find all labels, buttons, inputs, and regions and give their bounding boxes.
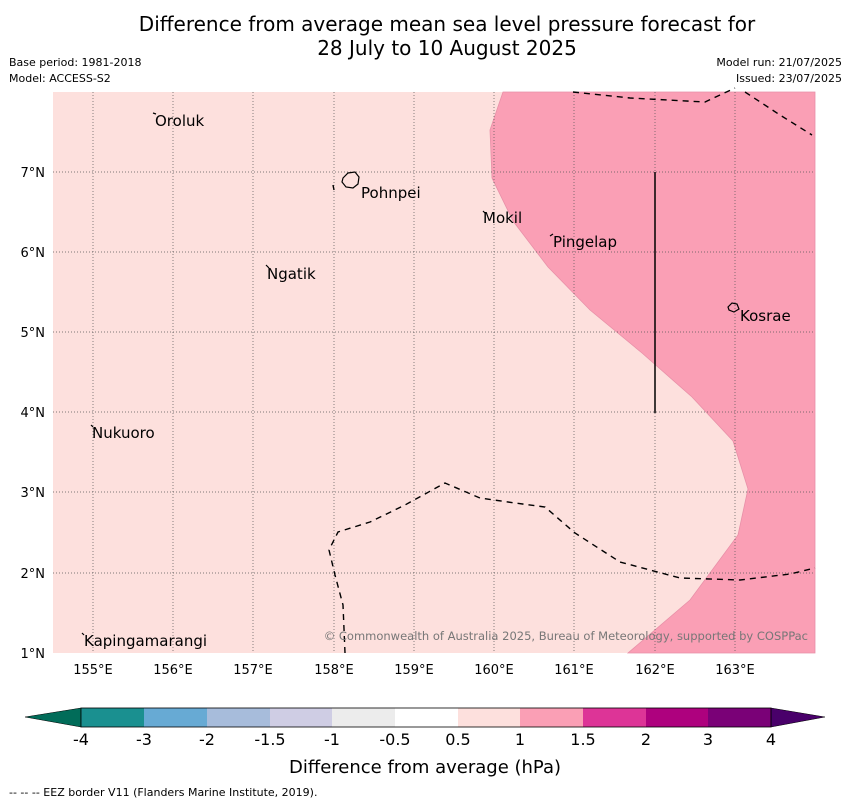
lon-tick-label: 160°E xyxy=(474,663,514,678)
colorbar-tick: -3 xyxy=(136,730,152,749)
lon-tick-label: 157°E xyxy=(233,663,273,678)
colorbar-over-arrow xyxy=(770,707,826,728)
copyright-text: © Commonwealth of Australia 2025, Bureau… xyxy=(324,629,808,643)
nukuoro-atoll xyxy=(90,424,94,428)
title-line-2: 28 July to 10 August 2025 xyxy=(317,36,577,60)
oroluk-atoll xyxy=(152,112,157,115)
colorbar-tick: 2 xyxy=(641,730,651,749)
colorbar-tick: 1 xyxy=(515,730,525,749)
kapingamarangi-atoll xyxy=(81,632,85,636)
colorbar-tick: 3 xyxy=(703,730,713,749)
lat-tick-label: 2°N xyxy=(21,567,46,582)
lat-tick-label: 6°N xyxy=(21,246,46,261)
colorbar-swatch xyxy=(207,708,270,727)
colorbar-under-arrow xyxy=(24,707,82,728)
colorbar-swatch xyxy=(708,708,771,727)
place-label-ngatik: Ngatik xyxy=(267,265,316,283)
lat-tick-label: 3°N xyxy=(21,486,46,501)
pohnpei-island-outline xyxy=(341,171,360,189)
lon-tick-label: 156°E xyxy=(153,663,193,678)
lat-tick-label: 5°N xyxy=(21,326,46,341)
colorbar-swatch xyxy=(646,708,708,727)
mokil-atoll xyxy=(482,210,486,214)
lon-tick-label: 162°E xyxy=(635,663,675,678)
colorbar-tick: -4 xyxy=(73,730,89,749)
lon-tick-label: 155°E xyxy=(73,663,113,678)
lat-tick-label: 1°N xyxy=(21,647,46,662)
place-label-oroluk: Oroluk xyxy=(155,112,204,130)
chart-title: Difference from average mean sea level p… xyxy=(0,12,850,60)
colorbar-swatch xyxy=(395,708,458,727)
colorbar-swatch xyxy=(458,708,520,727)
footer-note: -- -- -- EEZ border V11 (Flanders Marine… xyxy=(9,786,318,799)
gridlines xyxy=(53,92,815,653)
colorbar-tick: 4 xyxy=(766,730,776,749)
colorbar-swatch xyxy=(520,708,583,727)
place-label-pohnpei: Pohnpei xyxy=(361,184,421,202)
colorbar-tick: -1.5 xyxy=(254,730,285,749)
lon-tick-label: 158°E xyxy=(314,663,354,678)
ngatik-atoll xyxy=(265,264,270,269)
colorbar-swatch xyxy=(583,708,646,727)
colorbar-tick: -2 xyxy=(199,730,215,749)
title-line-1: Difference from average mean sea level p… xyxy=(138,12,756,36)
place-label-kapingamarangi: Kapingamarangi xyxy=(84,632,207,650)
colorbar-swatch xyxy=(144,708,207,727)
meta-right: Model run: 21/07/2025 Issued: 23/07/2025 xyxy=(716,55,842,87)
colorbar-swatch xyxy=(81,708,144,727)
islands xyxy=(81,112,740,636)
colorbar xyxy=(24,707,826,728)
base-period: Base period: 1981-2018 xyxy=(9,56,142,69)
meta-left: Base period: 1981-2018 Model: ACCESS-S2 xyxy=(9,55,141,87)
place-label-mokil: Mokil xyxy=(483,209,522,227)
lat-tick-label: 4°N xyxy=(21,406,46,421)
issued-date: Issued: 23/07/2025 xyxy=(735,72,842,85)
lon-tick-label: 161°E xyxy=(554,663,594,678)
lon-tick-label: 159°E xyxy=(394,663,434,678)
place-label-pingelap: Pingelap xyxy=(553,233,617,251)
colorbar-tick: -0.5 xyxy=(379,730,410,749)
colorbar-tick: -1 xyxy=(324,730,340,749)
colorbar-swatch xyxy=(270,708,332,727)
place-label-kosrae: Kosrae xyxy=(740,307,791,325)
model-run: Model run: 21/07/2025 xyxy=(716,56,842,69)
colorbar-tick: 1.5 xyxy=(570,730,595,749)
place-label-nukuoro: Nukuoro xyxy=(92,424,155,442)
eez-borders xyxy=(328,87,816,654)
lat-tick-label: 7°N xyxy=(21,166,46,181)
colorbar-tick: 0.5 xyxy=(445,730,470,749)
model-name: Model: ACCESS-S2 xyxy=(9,72,111,85)
pressure-zone-1-1.5 xyxy=(489,91,816,654)
pingelap-atoll xyxy=(549,233,554,237)
lon-tick-label: 163°E xyxy=(715,663,755,678)
colorbar-label: Difference from average (hPa) xyxy=(289,757,561,778)
kosrae-island-outline xyxy=(727,302,740,313)
colorbar-swatch xyxy=(332,708,395,727)
